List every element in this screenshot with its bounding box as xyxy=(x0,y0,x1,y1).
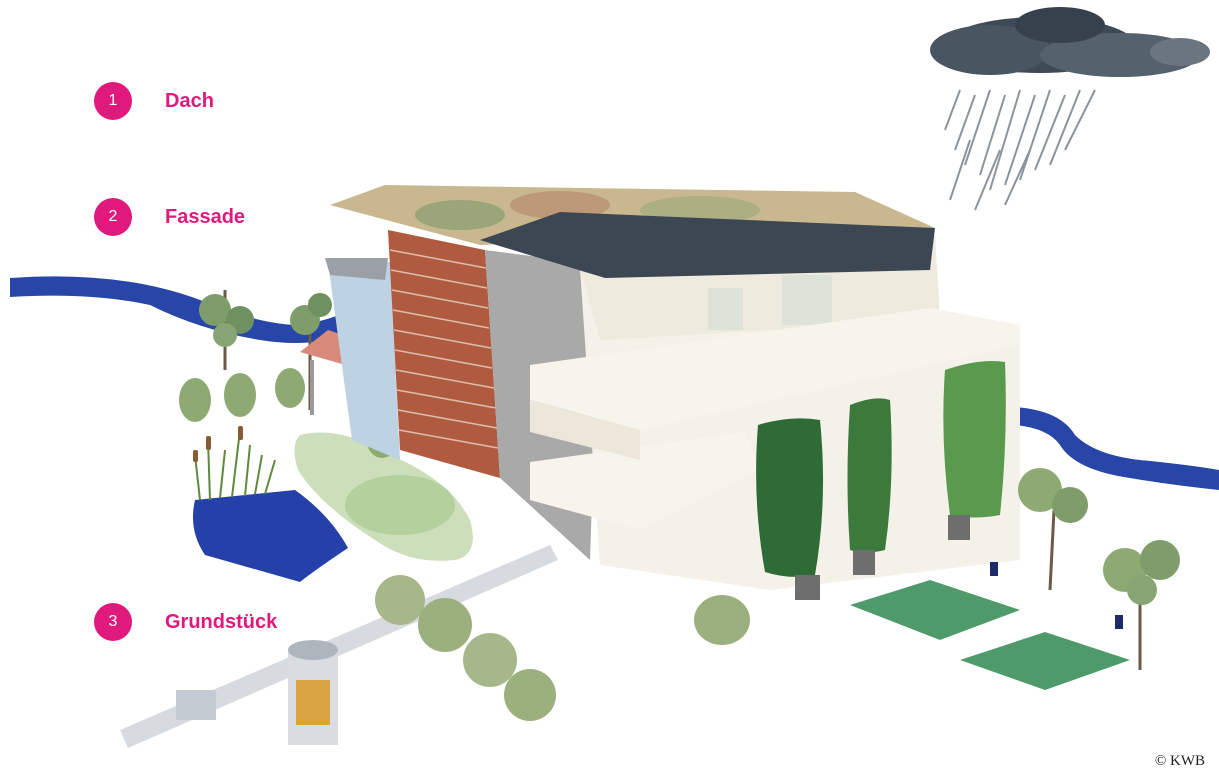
legend-label-grundstueck: Grundstück xyxy=(165,610,278,633)
legend-item-grundstueck: 3 Grundstück xyxy=(94,603,277,641)
stream-right xyxy=(1015,407,1219,490)
legend-item-fassade: 2 Fassade xyxy=(94,198,245,236)
gravel-roof xyxy=(480,212,935,278)
legend-number-badge: 1 xyxy=(94,82,132,120)
legend-number-badge: 2 xyxy=(94,198,132,236)
balcony-upper xyxy=(530,308,1020,430)
rain xyxy=(944,89,1096,211)
solar-panels xyxy=(850,562,1130,690)
balcony-lower xyxy=(530,432,760,530)
legend-label-dach: Dach xyxy=(165,89,214,112)
rain-cloud xyxy=(930,7,1210,77)
legend-number-badge: 3 xyxy=(94,603,132,641)
copyright-credit: © KWB xyxy=(1154,753,1205,769)
legend-item-dach: 1 Dach xyxy=(94,82,214,120)
facade-greening xyxy=(756,361,1006,600)
pond xyxy=(192,490,348,582)
brick-facade xyxy=(388,230,500,478)
pipe-system xyxy=(120,545,558,748)
trees-right xyxy=(1018,468,1180,670)
legend-label-fassade: Fassade xyxy=(165,205,246,228)
building-side-wing xyxy=(328,262,400,460)
bush xyxy=(694,595,750,645)
stream-left xyxy=(10,276,345,344)
hedge xyxy=(375,575,556,721)
